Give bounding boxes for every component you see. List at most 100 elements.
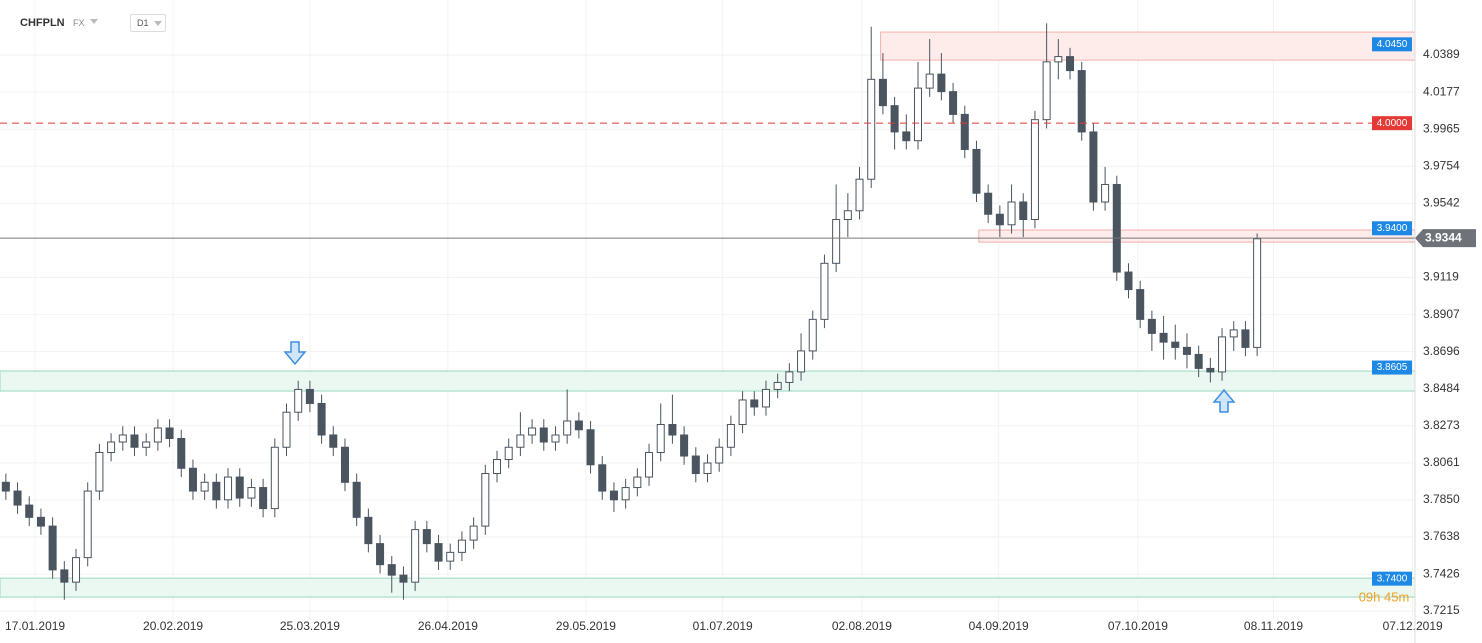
candle-body <box>1206 367 1215 373</box>
candle-body <box>504 446 513 461</box>
y-tick-label: 3.9119 <box>1423 270 1459 284</box>
candle-body <box>750 399 759 408</box>
candle-body <box>25 504 34 518</box>
candle-body <box>1007 201 1016 226</box>
level-tag <box>1372 116 1412 131</box>
candle-body <box>516 434 525 448</box>
candle-body <box>259 487 268 510</box>
candle-body <box>1229 329 1238 338</box>
y-tick-label: 3.9754 <box>1423 158 1460 172</box>
zone <box>880 31 1416 61</box>
up-arrow <box>1212 388 1236 413</box>
candle-body <box>1194 353 1203 369</box>
candle-body <box>107 441 116 454</box>
candle-body <box>574 420 583 431</box>
interval-select[interactable]: D1 <box>130 14 166 32</box>
candle-body <box>797 350 806 373</box>
x-tick-label: 20.02.2019 <box>143 619 203 633</box>
candle-body <box>446 551 455 562</box>
interval-caret <box>154 21 162 26</box>
candle-body <box>270 446 279 510</box>
candle-body <box>832 219 841 264</box>
candle-body <box>1171 341 1180 348</box>
y-tick-label: 3.7426 <box>1423 566 1460 580</box>
candle-body <box>422 529 431 545</box>
level-tag <box>1372 221 1412 236</box>
candle-body <box>726 423 735 448</box>
y-tick-label: 3.8061 <box>1423 455 1460 469</box>
candle-body <box>1 481 10 492</box>
y-tick-label: 4.0177 <box>1423 84 1460 98</box>
candle-body <box>1159 332 1168 343</box>
candle-body <box>949 91 958 115</box>
candle-body <box>1147 318 1156 334</box>
candle-body <box>457 539 466 553</box>
candle-body <box>539 427 548 443</box>
candle-body <box>984 192 993 215</box>
candle-body <box>1218 336 1227 373</box>
candle-body <box>72 557 81 583</box>
zone <box>0 370 1416 392</box>
candle-body <box>48 525 57 571</box>
candle-body <box>1089 131 1098 203</box>
zone <box>0 577 1416 598</box>
candle-body <box>1182 346 1191 355</box>
level-tag-label: 4.0000 <box>1377 118 1408 129</box>
x-tick-label: 29.05.2019 <box>556 619 616 633</box>
candle-body <box>1136 289 1145 320</box>
y-tick-label: 3.9965 <box>1423 121 1460 135</box>
candle-body <box>118 434 127 443</box>
x-tick-label: 07.10.2019 <box>1108 619 1168 633</box>
candle-body <box>586 429 595 466</box>
zone <box>978 229 1416 243</box>
candle-body <box>808 318 817 352</box>
y-tick-label: 4.0389 <box>1423 47 1460 61</box>
candle-body <box>937 73 946 93</box>
candle-body <box>481 473 490 527</box>
y-tick-label: 3.8484 <box>1423 381 1460 395</box>
candle-body <box>843 210 852 221</box>
candle-body <box>878 78 887 107</box>
x-tick-label: 07.12.2019 <box>1383 619 1443 633</box>
candle-body <box>633 476 642 489</box>
candle-body <box>200 481 209 492</box>
candle-body <box>551 434 560 443</box>
toolbar: CHFPLN FX D1 <box>0 0 300 40</box>
symbol[interactable]: CHFPLN <box>20 17 65 29</box>
level-tag <box>1372 37 1412 52</box>
candle-body <box>645 452 654 478</box>
candle-body <box>340 446 349 483</box>
level-tag <box>1372 360 1412 375</box>
candle-body <box>235 476 244 499</box>
current-price-label: 3.9344 <box>1425 230 1462 244</box>
level-tag-label: 3.9400 <box>1377 223 1408 234</box>
candle-body <box>399 574 408 583</box>
y-tick-label: 3.8273 <box>1423 418 1460 432</box>
candle-body <box>925 73 934 89</box>
candle-body <box>995 213 1004 226</box>
candle-body <box>1241 329 1250 348</box>
candle-body <box>153 427 162 443</box>
candle-body <box>621 487 630 501</box>
candle-body <box>1112 183 1121 273</box>
candle-body <box>715 446 724 464</box>
candle-body <box>598 464 607 492</box>
x-tick-label: 02.08.2019 <box>832 619 892 633</box>
candle-body <box>1042 61 1051 121</box>
candle-body <box>820 262 829 320</box>
candle-body <box>36 516 45 527</box>
level-tag-label: 3.8605 <box>1377 362 1408 373</box>
candle-body <box>387 564 396 576</box>
candle-body <box>773 381 782 390</box>
candle-body <box>1101 183 1110 203</box>
y-tick-label: 3.7215 <box>1423 603 1460 617</box>
market-caret[interactable] <box>90 19 98 24</box>
candle-body <box>212 481 221 501</box>
candle-body <box>972 148 981 194</box>
candle-body <box>376 543 385 566</box>
candle-body <box>1077 70 1086 133</box>
candle-body <box>1124 271 1133 291</box>
y-tick-label: 3.8696 <box>1423 344 1460 358</box>
